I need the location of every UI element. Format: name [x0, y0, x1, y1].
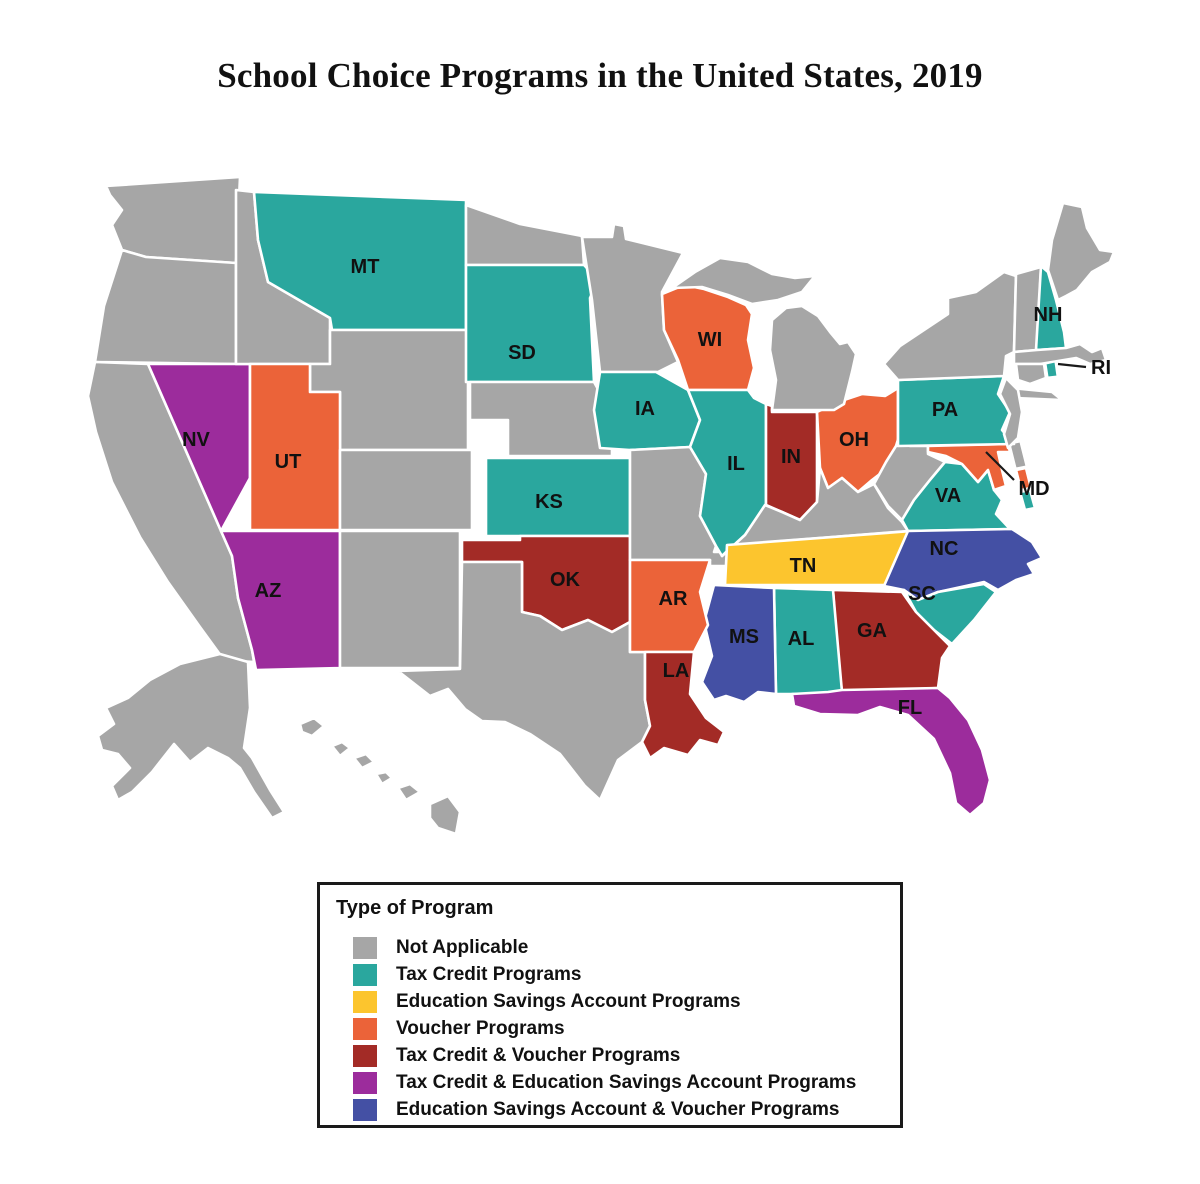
- state-label-KS: KS: [535, 491, 563, 513]
- state-label-RI: RI: [1091, 357, 1111, 379]
- state-label-VA: VA: [935, 485, 961, 507]
- state-label-FL: FL: [898, 697, 922, 719]
- state-label-GA: GA: [857, 620, 887, 642]
- state-label-AL: AL: [788, 628, 815, 650]
- legend-item-na: Not Applicable: [353, 937, 890, 959]
- state-NE: [468, 380, 614, 458]
- legend-item-esa: Education Savings Account Programs: [353, 991, 890, 1013]
- state-ND: [464, 203, 586, 267]
- legend-swatch-tcesa: [353, 1072, 377, 1094]
- state-LA: [640, 650, 726, 760]
- legend-item-tcesa: Tax Credit & Education Savings Account P…: [353, 1072, 890, 1094]
- state-label-NV: NV: [182, 429, 210, 451]
- state-label-WI: WI: [698, 329, 722, 351]
- state-MI: [670, 256, 858, 412]
- state-label-SC: SC: [908, 583, 936, 605]
- state-RI: [1045, 361, 1058, 378]
- state-NJ: [998, 376, 1024, 450]
- legend: Type of Program Not Applicable Tax Credit…: [317, 882, 903, 1128]
- state-FL: [790, 686, 992, 817]
- state-label-IA: IA: [635, 398, 655, 420]
- state-AK: [96, 652, 286, 820]
- legend-label-tcesa: Tax Credit & Education Savings Account P…: [396, 1072, 857, 1093]
- legend-label-esav: Education Savings Account & Voucher Prog…: [396, 1099, 840, 1120]
- state-label-TN: TN: [790, 555, 817, 577]
- state-label-PA: PA: [932, 399, 958, 421]
- legend-item-tc: Tax Credit Programs: [353, 964, 890, 986]
- state-WI: [660, 283, 756, 392]
- legend-swatch-tc: [353, 964, 377, 986]
- legend-swatch-esa: [353, 991, 377, 1013]
- state-TX: [396, 560, 652, 802]
- legend-item-v: Voucher Programs: [353, 1018, 890, 1040]
- state-AR: [628, 558, 712, 654]
- state-label-OH: OH: [839, 429, 869, 451]
- state-MD: [926, 442, 1033, 492]
- state-SD: [464, 263, 600, 384]
- state-label-IN: IN: [781, 446, 801, 468]
- md-callout-line: [985, 451, 1015, 481]
- state-PA: [896, 374, 1016, 448]
- state-label-UT: UT: [275, 451, 302, 473]
- legend-swatch-esav: [353, 1099, 377, 1121]
- state-CO: [338, 448, 474, 532]
- legend-label-esa: Education Savings Account Programs: [396, 991, 741, 1012]
- page-title: School Choice Programs in the United Sta…: [217, 56, 983, 95]
- state-HI: [298, 716, 462, 836]
- legend-label-tcv: Tax Credit & Voucher Programs: [396, 1045, 681, 1066]
- state-label-AR: AR: [659, 588, 688, 610]
- legend-item-tcv: Tax Credit & Voucher Programs: [353, 1045, 890, 1067]
- state-label-OK: OK: [550, 569, 581, 591]
- state-DE: [1009, 441, 1027, 469]
- legend-label-tc: Tax Credit Programs: [396, 964, 582, 985]
- legend-title: Type of Program: [336, 897, 494, 919]
- state-NM: [338, 529, 462, 670]
- state-label-SD: SD: [508, 342, 536, 364]
- legend-label-na: Not Applicable: [396, 937, 529, 958]
- state-MS: [700, 583, 778, 704]
- state-label-NH: NH: [1034, 304, 1063, 326]
- state-label-IL: IL: [727, 453, 745, 475]
- ri-callout-line: [1057, 362, 1087, 369]
- state-label-MS: MS: [729, 626, 759, 648]
- state-label-MT: MT: [351, 256, 380, 278]
- state-label-MD: MD: [1018, 478, 1049, 500]
- legend-swatch-tcv: [353, 1045, 377, 1067]
- legend-label-v: Voucher Programs: [396, 1018, 565, 1039]
- state-label-NC: NC: [930, 538, 959, 560]
- state-ME: [1046, 201, 1116, 302]
- legend-swatch-v: [353, 1018, 377, 1040]
- state-label-AZ: AZ: [255, 580, 282, 602]
- legend-rows: Not Applicable Tax Credit Programs Educati…: [353, 937, 890, 1121]
- legend-item-esav: Education Savings Account & Voucher Prog…: [353, 1099, 890, 1121]
- state-label-LA: LA: [663, 660, 690, 682]
- state-OR: [93, 248, 238, 366]
- legend-swatch-na: [353, 937, 377, 959]
- state-CT: [1014, 362, 1048, 386]
